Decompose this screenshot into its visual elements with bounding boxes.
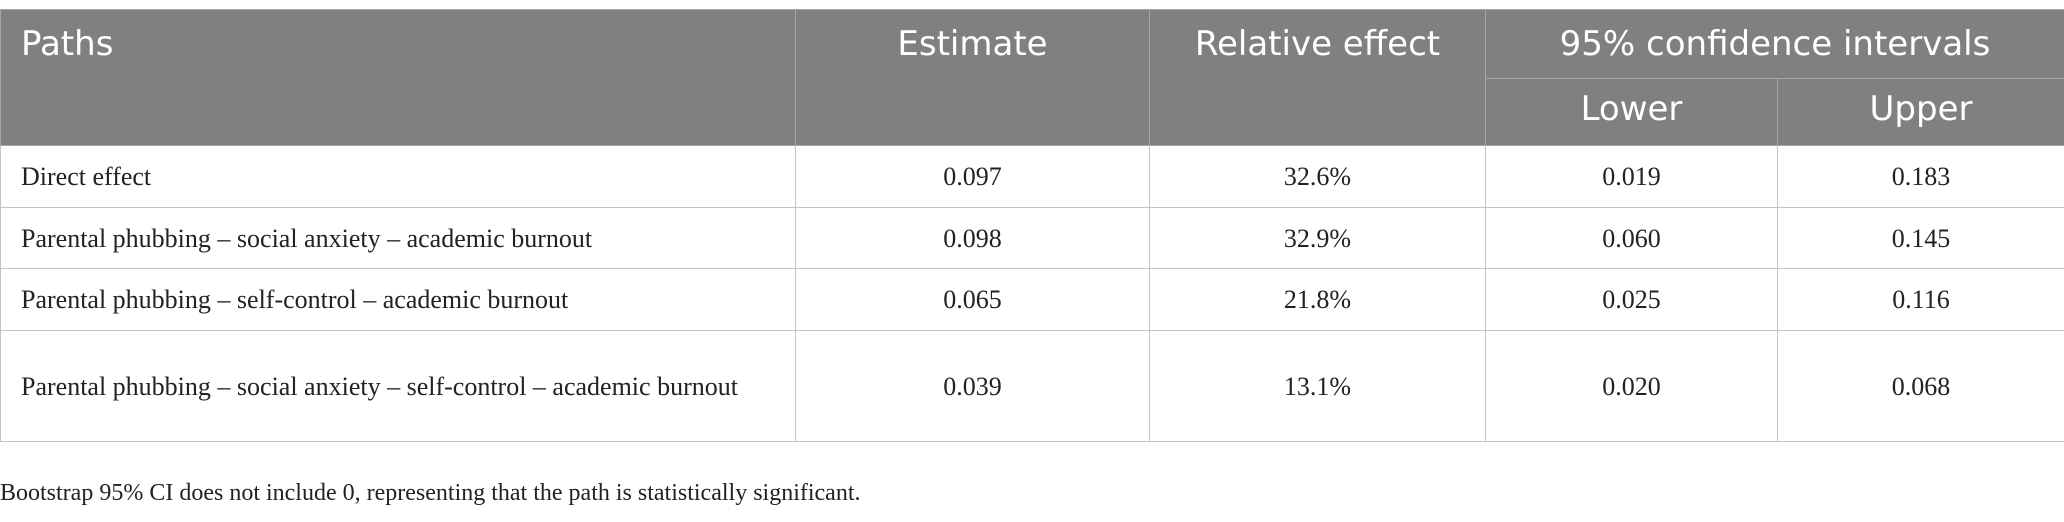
value-cell: 0.098 (795, 207, 1150, 269)
value-cell: 0.145 (1777, 207, 2064, 269)
value-cell: 0.097 (795, 145, 1150, 208)
value-cell: 13.1% (1149, 330, 1486, 442)
value-cell: 32.6% (1149, 145, 1486, 208)
value-cell: 0.039 (795, 330, 1150, 442)
value-cell: 0.060 (1485, 207, 1778, 269)
header-cell: Relative effect (1149, 9, 1486, 146)
value-cell: 0.065 (795, 268, 1150, 331)
header-cell: Estimate (795, 9, 1150, 146)
table-row: Parental phubbing – self-control – acade… (0, 268, 2064, 331)
footnote: Bootstrap 95% CI does not include 0, rep… (0, 480, 861, 506)
table-row: Parental phubbing – social anxiety – aca… (0, 207, 2064, 269)
header-cell: Upper (1777, 78, 2064, 146)
results-table: Paths Estimate Relative effect 95% confi… (0, 9, 2064, 442)
table-row: Direct effect 0.097 32.6% 0.019 0.183 (0, 145, 2064, 208)
value-cell: 0.068 (1777, 330, 2064, 442)
header-cell: 95% confidence intervals (1485, 9, 2064, 79)
value-cell: 21.8% (1149, 268, 1486, 331)
path-cell: Direct effect (0, 145, 796, 208)
header-cell: Paths (0, 9, 796, 146)
path-cell: Parental phubbing – social anxiety – aca… (0, 207, 796, 269)
table-body: Direct effect 0.097 32.6% 0.019 0.183 Parenta… (0, 145, 2064, 442)
path-cell: Parental phubbing – self-control – acade… (0, 268, 796, 331)
table-row: Parental phubbing – social anxiety – sel… (0, 330, 2064, 442)
header-cell: Lower (1485, 78, 1778, 146)
value-cell: 0.183 (1777, 145, 2064, 208)
value-cell: 0.020 (1485, 330, 1778, 442)
value-cell: 32.9% (1149, 207, 1486, 269)
value-cell: 0.019 (1485, 145, 1778, 208)
value-cell: 0.116 (1777, 268, 2064, 331)
value-cell: 0.025 (1485, 268, 1778, 331)
path-cell: Parental phubbing – social anxiety – sel… (0, 330, 796, 442)
